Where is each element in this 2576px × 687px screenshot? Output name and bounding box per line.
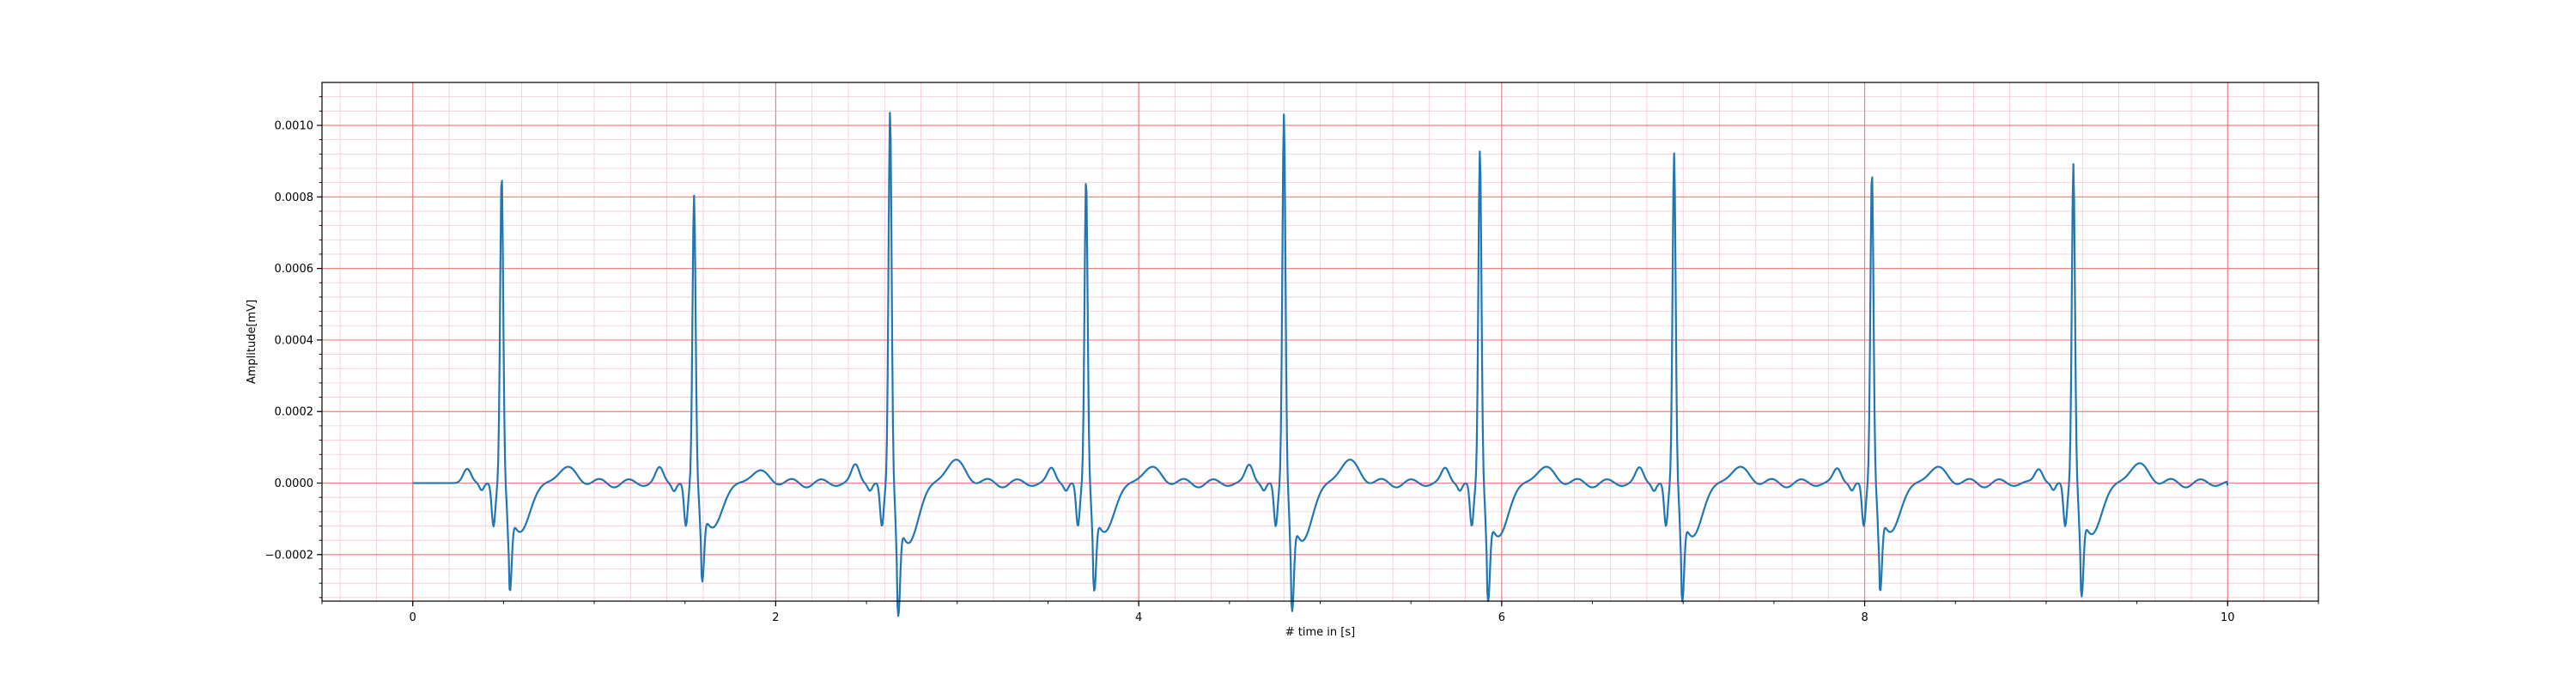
series-line-ecg: [412, 112, 2229, 617]
x-tick-label: 6: [1498, 611, 1505, 624]
x-tick-label: 10: [2221, 611, 2235, 624]
y-tick-label: 0.0010: [275, 119, 314, 132]
y-tick-label: −0.0002: [265, 549, 313, 562]
y-tick-label: 0.0000: [275, 477, 314, 490]
x-axis-ticks: 0 2 4 6 8 10: [321, 601, 2319, 624]
y-tick-label: 0.0002: [275, 406, 314, 419]
x-tick-label: 4: [1135, 611, 1142, 624]
x-axis-title: # time in [s]: [1285, 626, 1355, 639]
y-tick-label: 0.0004: [275, 334, 314, 347]
y-axis-ticks: −0.0002 0.0000 0.0002 0.0004 0.0006 0.0008 0.0…: [265, 96, 322, 599]
x-tick-label: 0: [410, 611, 416, 624]
y-axis-title: Amplitude[mV]: [246, 300, 258, 384]
major-grid: [322, 82, 2318, 601]
x-tick-label: 2: [772, 611, 779, 624]
y-tick-label: 0.0006: [275, 263, 314, 276]
y-tick-label: 0.0008: [275, 192, 314, 204]
x-tick-label: 8: [1861, 611, 1868, 624]
